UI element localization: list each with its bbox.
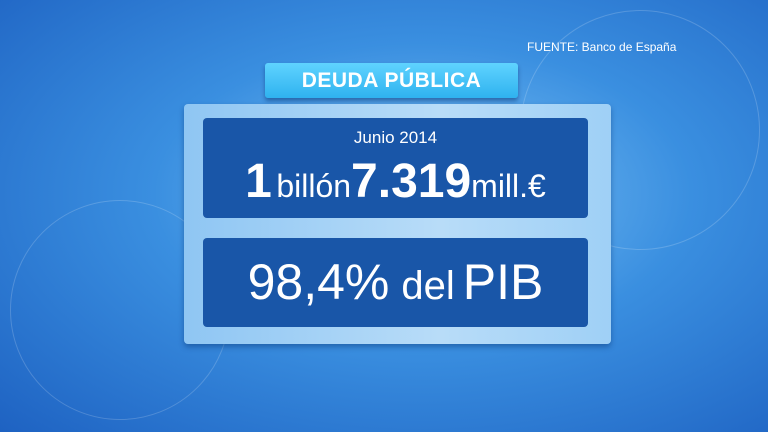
date-label: Junio 2014 <box>353 128 438 147</box>
gdp-pib: PIB <box>462 254 544 310</box>
millions-number: 7.319 <box>351 155 472 208</box>
gdp-del: del <box>401 264 455 308</box>
gdp-ratio-box: 98,4% del PIB <box>203 238 588 327</box>
source-label: FUENTE: Banco de España <box>527 40 677 54</box>
debt-amount: 1 billón7.319mill.€ <box>203 154 588 209</box>
billion-word: billón <box>276 168 352 204</box>
millions-unit: mill.€ <box>471 168 546 204</box>
gdp-percent: 98,4% <box>247 254 390 310</box>
debt-amount-box: Junio 2014 1 billón7.319mill.€ <box>203 118 588 218</box>
gdp-ratio: 98,4% del PIB <box>203 238 588 331</box>
title-banner: DEUDA PÚBLICA <box>265 63 518 98</box>
info-panel: Junio 2014 1 billón7.319mill.€ 98,4% del P… <box>184 104 611 344</box>
billion-number: 1 <box>245 155 272 208</box>
